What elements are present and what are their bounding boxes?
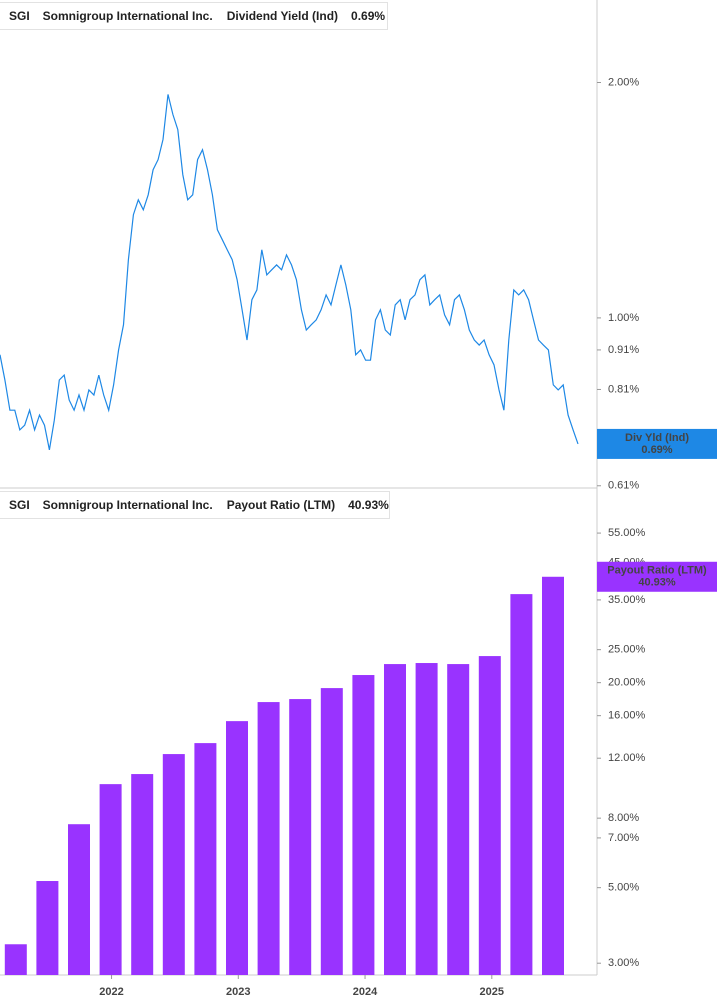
bar <box>162 754 185 975</box>
ticker: SGI <box>9 498 30 512</box>
value-tag-label: Div Yld (Ind) <box>625 432 689 444</box>
bar <box>352 675 375 975</box>
bar <box>226 721 248 975</box>
y-tick-label: 20.00% <box>608 677 646 689</box>
y-tick-label: 2.00% <box>608 76 639 88</box>
bar <box>36 881 59 975</box>
dividend-yield-line <box>0 94 579 451</box>
header-value: 40.93% <box>348 498 389 512</box>
metric: Dividend Yield (Ind) <box>226 9 339 23</box>
bar <box>510 594 533 975</box>
y-tick-label: 8.00% <box>608 812 639 824</box>
company: Somnigroup International Inc. <box>42 498 213 512</box>
y-tick-label: 1.00% <box>608 312 639 324</box>
bar <box>257 702 280 975</box>
bar <box>4 944 27 975</box>
header-top: SGI Somnigroup International Inc. Divide… <box>0 2 388 30</box>
x-tick-label: 2025 <box>480 986 504 998</box>
bar <box>384 664 406 975</box>
header-value: 0.69% <box>351 9 386 23</box>
bar <box>320 688 343 975</box>
ticker: SGI <box>9 9 30 23</box>
y-tick-label: 0.81% <box>608 383 639 395</box>
bar <box>289 699 312 975</box>
value-tag-value: 0.69% <box>641 444 672 456</box>
y-tick-label: 5.00% <box>608 882 639 894</box>
bar <box>99 784 122 975</box>
bar <box>415 663 438 975</box>
x-tick-label: 2023 <box>226 986 250 998</box>
y-tick-label: 3.00% <box>608 957 639 969</box>
company: Somnigroup International Inc. <box>42 9 213 23</box>
value-tag-label: Payout Ratio (LTM) <box>607 565 707 577</box>
header-bottom: SGI Somnigroup International Inc. Payout… <box>0 491 390 519</box>
bar <box>542 576 564 975</box>
y-tick-label: 12.00% <box>608 752 646 764</box>
x-tick-label: 2022 <box>99 986 123 998</box>
value-tag-value: 40.93% <box>638 577 676 589</box>
y-tick-label: 35.00% <box>608 594 646 606</box>
metric: Payout Ratio (LTM) <box>226 498 336 512</box>
y-tick-label: 0.91% <box>608 344 639 356</box>
bar <box>131 774 154 975</box>
bar <box>68 824 90 975</box>
bar <box>194 743 217 975</box>
y-tick-label: 16.00% <box>608 710 646 722</box>
x-tick-label: 2024 <box>353 986 378 998</box>
y-tick-label: 0.61% <box>608 480 639 492</box>
bar <box>447 664 470 975</box>
bar <box>478 656 501 975</box>
y-tick-label: 25.00% <box>608 644 646 656</box>
y-tick-label: 7.00% <box>608 832 639 844</box>
value-tag <box>597 561 717 592</box>
y-tick-label: 55.00% <box>608 527 646 539</box>
value-tag <box>597 428 717 459</box>
